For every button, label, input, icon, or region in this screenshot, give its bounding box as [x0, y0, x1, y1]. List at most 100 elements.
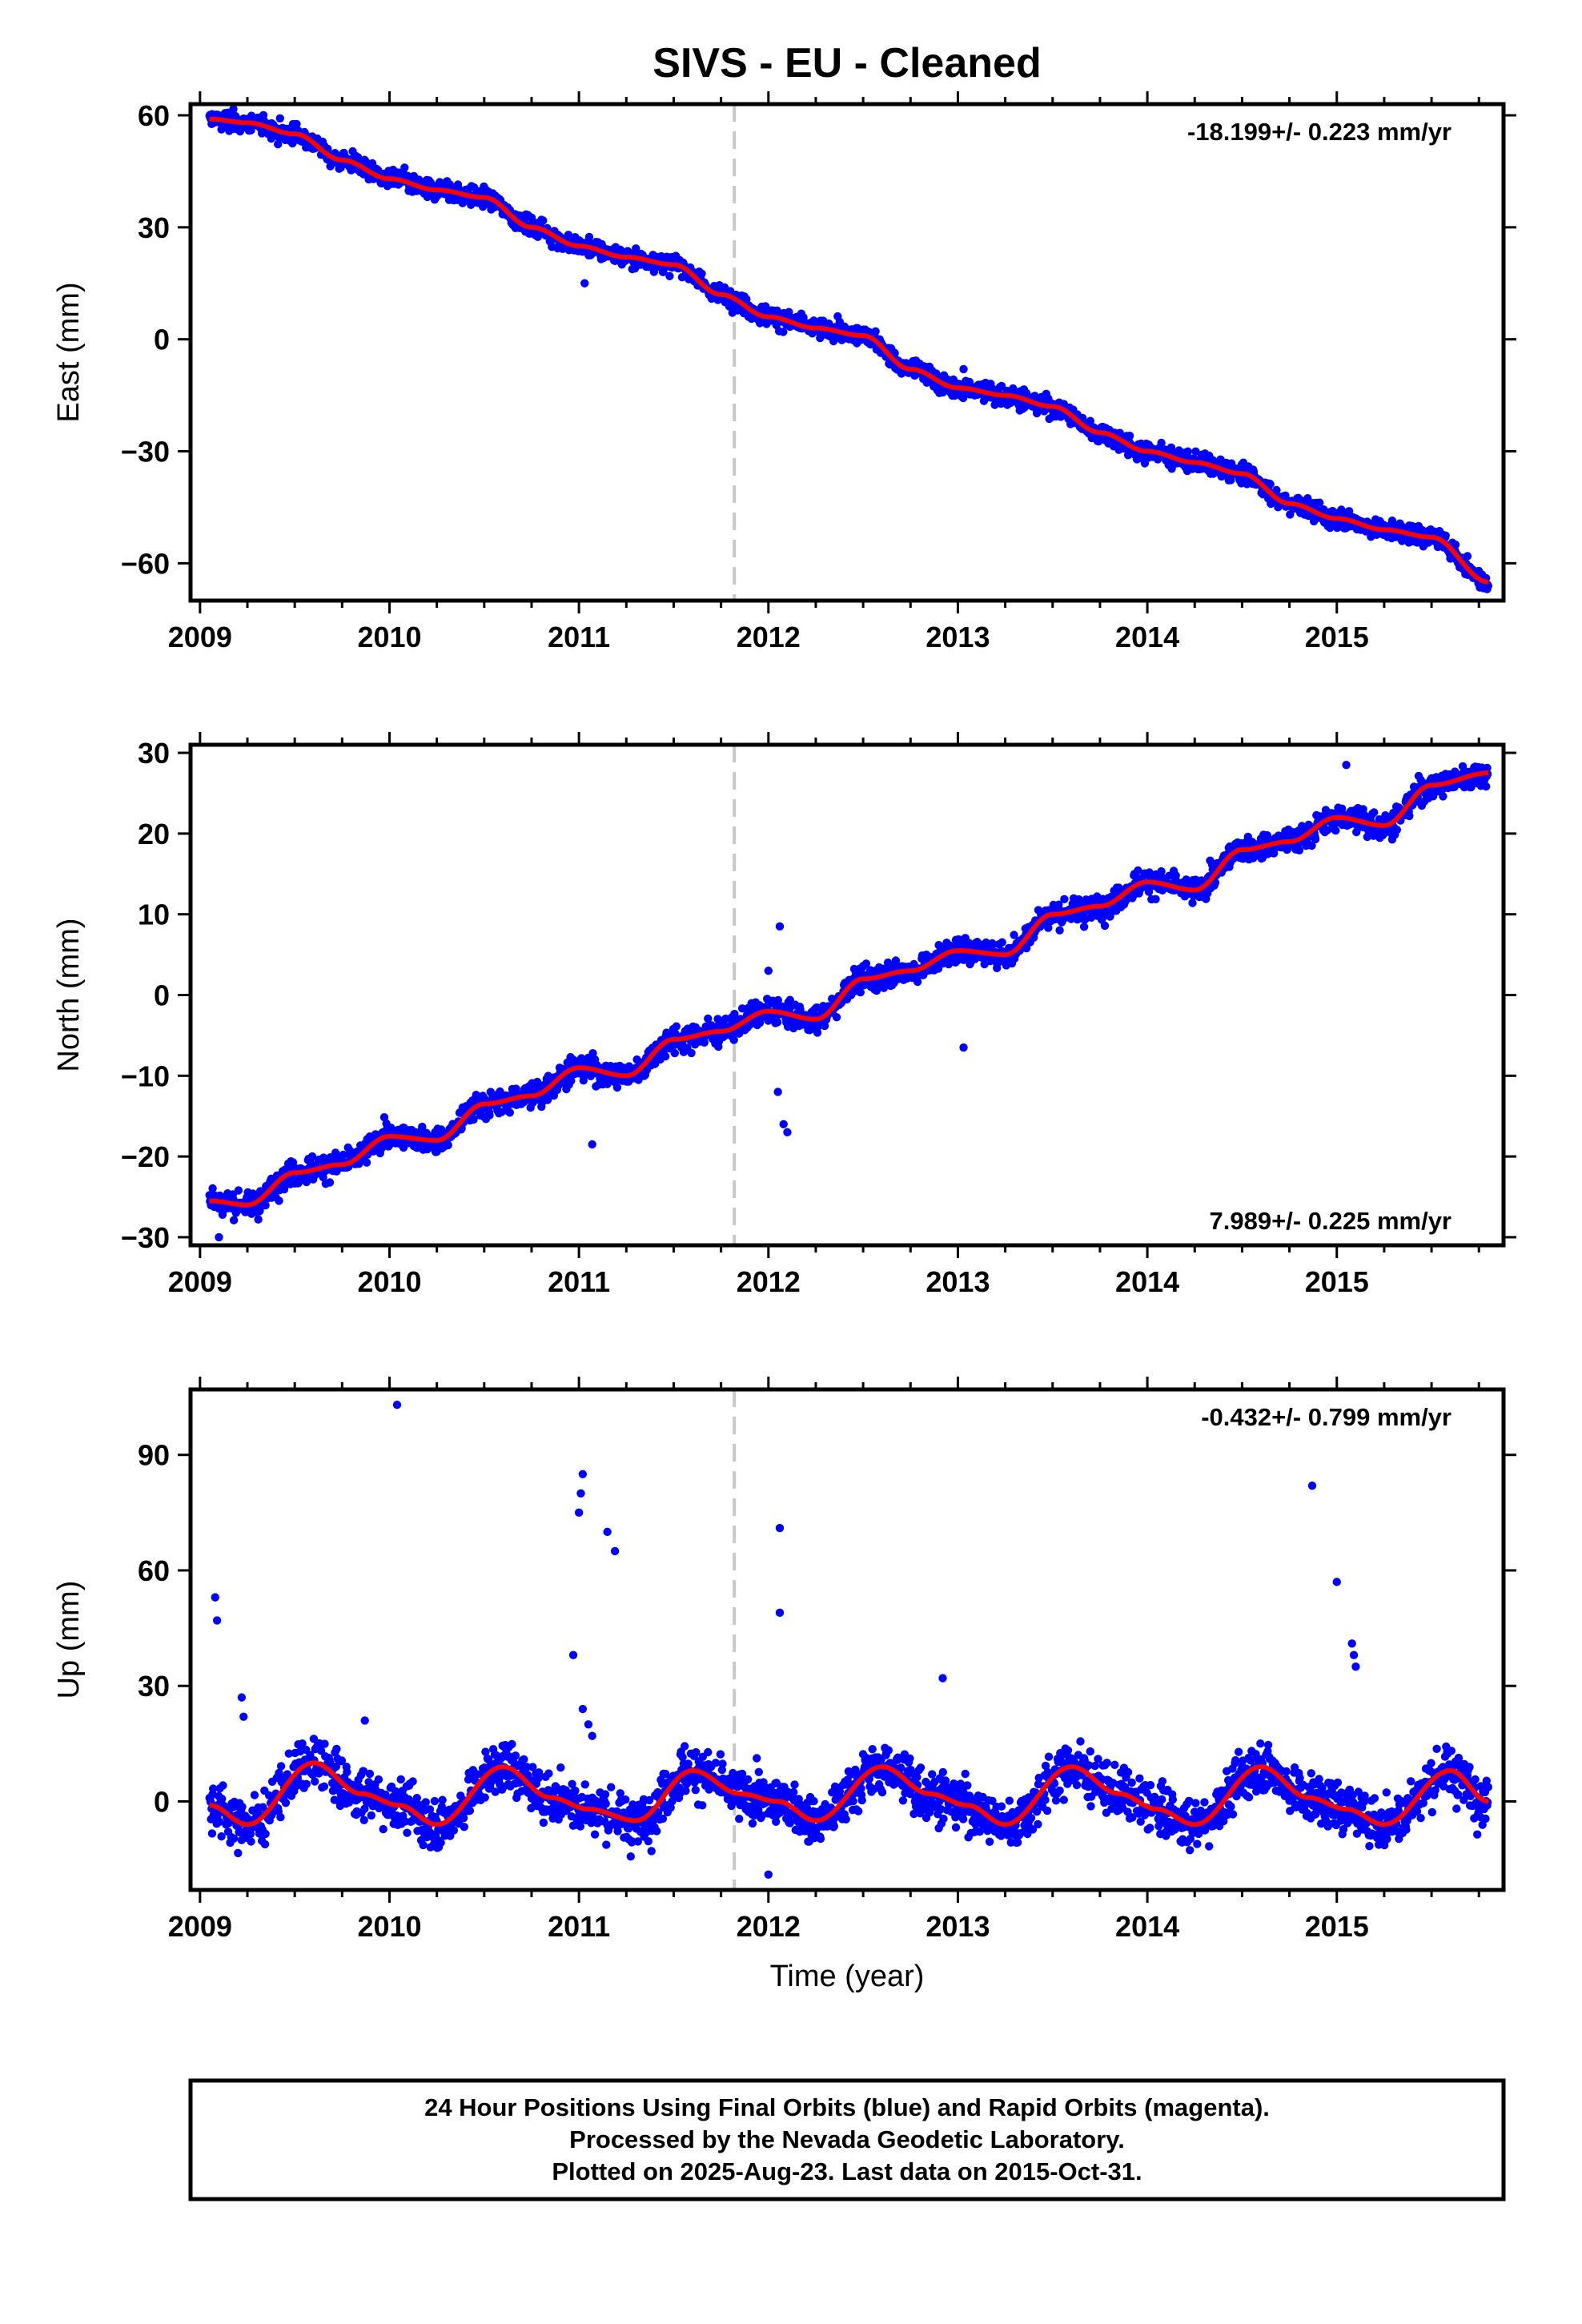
position-dot	[820, 1021, 829, 1031]
position-dot	[260, 1839, 270, 1849]
position-dot	[832, 1013, 841, 1022]
position-dot	[988, 939, 997, 948]
position-dot	[320, 1739, 329, 1748]
plot-frame	[188, 102, 1506, 603]
y-axis-label: North (mm)	[52, 918, 86, 1072]
y-tick-label: −30	[121, 436, 170, 468]
x-tick-label: 2015	[1305, 1265, 1369, 1298]
model-fit-line	[209, 116, 1489, 585]
y-tick-label: −10	[121, 1059, 170, 1092]
y-tick-label: 0	[154, 979, 170, 1012]
position-dot	[700, 1038, 709, 1047]
x-tick-label: 2014	[1115, 621, 1179, 653]
position-dot	[1266, 480, 1275, 489]
position-dot	[913, 977, 922, 987]
position-dot	[872, 986, 881, 995]
x-tick-label: 2014	[1115, 1265, 1179, 1298]
position-dot	[325, 1178, 335, 1187]
position-dot	[997, 381, 1006, 391]
position-dot	[208, 1184, 217, 1193]
y-tick-label: −60	[121, 547, 170, 580]
y-tick-label: 10	[138, 899, 170, 931]
x-tick-label: 2010	[357, 1265, 421, 1298]
position-dot	[207, 1829, 217, 1838]
position-dot	[612, 1083, 622, 1092]
position-dot	[247, 1837, 255, 1846]
outlier-dot	[588, 1140, 596, 1149]
position-dot	[1191, 447, 1200, 456]
position-dot	[292, 119, 301, 129]
position-dot	[1307, 841, 1316, 850]
x-tick-label: 2011	[548, 1265, 610, 1298]
x-tick-label: 2011	[548, 621, 610, 653]
position-dot	[584, 232, 594, 242]
position-dot	[1270, 849, 1279, 858]
position-dot	[1337, 804, 1347, 813]
position-dot	[1295, 846, 1304, 855]
x-tick-label: 2012	[737, 621, 801, 653]
position-dot	[661, 1051, 670, 1061]
position-dot	[567, 1076, 576, 1085]
outlier-dot	[775, 922, 785, 931]
rate-annotation: 7.989+/- 0.225 mm/yr	[1210, 1207, 1452, 1235]
y-tick-label: 60	[138, 99, 170, 132]
position-dot	[998, 938, 1006, 947]
position-dot	[670, 1048, 679, 1058]
position-dot	[1010, 931, 1018, 939]
position-dot	[1115, 428, 1125, 437]
x-tick-label: 2009	[168, 621, 232, 653]
position-dot	[1482, 782, 1491, 791]
position-dot	[276, 1762, 286, 1771]
position-dot	[737, 1004, 747, 1013]
position-dot	[274, 139, 283, 149]
y-tick-label: 30	[138, 737, 170, 770]
plot-area	[205, 104, 1493, 601]
position-dot	[229, 1216, 239, 1224]
position-dot	[261, 1200, 270, 1210]
outlier-dot	[580, 279, 589, 287]
position-dot	[1079, 923, 1089, 931]
position-dot	[238, 1803, 247, 1811]
position-dot	[938, 388, 948, 397]
y-tick-label: −30	[121, 1221, 170, 1254]
position-dot	[1370, 808, 1379, 817]
x-tick-label: 2012	[737, 1265, 801, 1298]
position-dot	[1060, 895, 1069, 904]
position-dot	[281, 1799, 291, 1807]
position-dot	[505, 1108, 514, 1117]
position-dot	[275, 1196, 283, 1205]
position-dot	[665, 271, 674, 280]
position-dot	[773, 1018, 782, 1027]
outlier-dot	[779, 1120, 788, 1128]
position-dot	[234, 1186, 243, 1195]
position-dot	[588, 1049, 597, 1058]
outlier-dot	[215, 1232, 223, 1242]
position-dot	[1405, 811, 1414, 821]
position-dot	[1311, 834, 1320, 844]
position-dot	[218, 1795, 227, 1803]
position-dot	[1286, 510, 1295, 519]
position-dot	[1157, 438, 1166, 448]
outlier-dot	[773, 1088, 782, 1096]
y-axis-label: East (mm)	[52, 282, 86, 422]
y-tick-label: 30	[138, 211, 170, 244]
position-dot	[217, 1832, 226, 1841]
position-dot	[742, 295, 751, 304]
chart-title: SIVS - EU - Cleaned	[652, 40, 1041, 86]
position-dot	[469, 1115, 478, 1124]
position-dot	[1022, 943, 1031, 953]
position-dot	[276, 1813, 285, 1822]
plot-area	[205, 745, 1492, 1245]
position-dot	[669, 1042, 677, 1051]
position-dot	[275, 114, 284, 123]
panels-group: 2009 2010 2011 2012 2013 2014 2015−60−3003060E…	[52, 91, 1516, 1993]
position-dot	[755, 1018, 765, 1027]
position-dot	[1451, 541, 1460, 549]
position-dot	[1157, 866, 1166, 876]
position-dot	[697, 269, 706, 278]
position-dot	[1392, 826, 1402, 834]
position-dot	[579, 1076, 588, 1085]
position-dot	[1134, 866, 1142, 875]
position-dot	[1439, 792, 1447, 801]
position-dot	[229, 105, 238, 114]
